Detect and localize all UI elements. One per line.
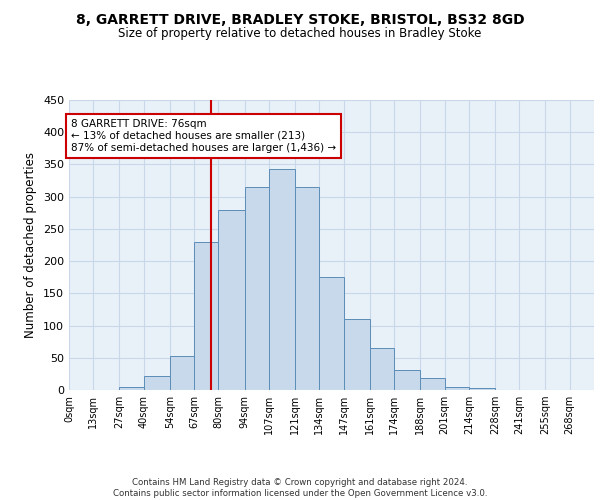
- Bar: [144, 376, 170, 390]
- Bar: [420, 378, 445, 390]
- Bar: [469, 388, 495, 390]
- Bar: [170, 356, 194, 390]
- Bar: [319, 277, 344, 390]
- Text: Size of property relative to detached houses in Bradley Stoke: Size of property relative to detached ho…: [118, 28, 482, 40]
- Bar: [445, 387, 469, 390]
- Bar: [295, 187, 319, 390]
- Bar: [218, 210, 245, 390]
- Text: 8 GARRETT DRIVE: 76sqm
← 13% of detached houses are smaller (213)
87% of semi-de: 8 GARRETT DRIVE: 76sqm ← 13% of detached…: [71, 120, 336, 152]
- Y-axis label: Number of detached properties: Number of detached properties: [25, 152, 37, 338]
- Bar: [344, 319, 370, 390]
- Bar: [394, 370, 420, 390]
- Text: Contains HM Land Registry data © Crown copyright and database right 2024.
Contai: Contains HM Land Registry data © Crown c…: [113, 478, 487, 498]
- Text: 8, GARRETT DRIVE, BRADLEY STOKE, BRISTOL, BS32 8GD: 8, GARRETT DRIVE, BRADLEY STOKE, BRISTOL…: [76, 12, 524, 26]
- Bar: [370, 348, 394, 390]
- Bar: [245, 187, 269, 390]
- Bar: [119, 387, 144, 390]
- Bar: [194, 242, 218, 390]
- Bar: [269, 169, 295, 390]
